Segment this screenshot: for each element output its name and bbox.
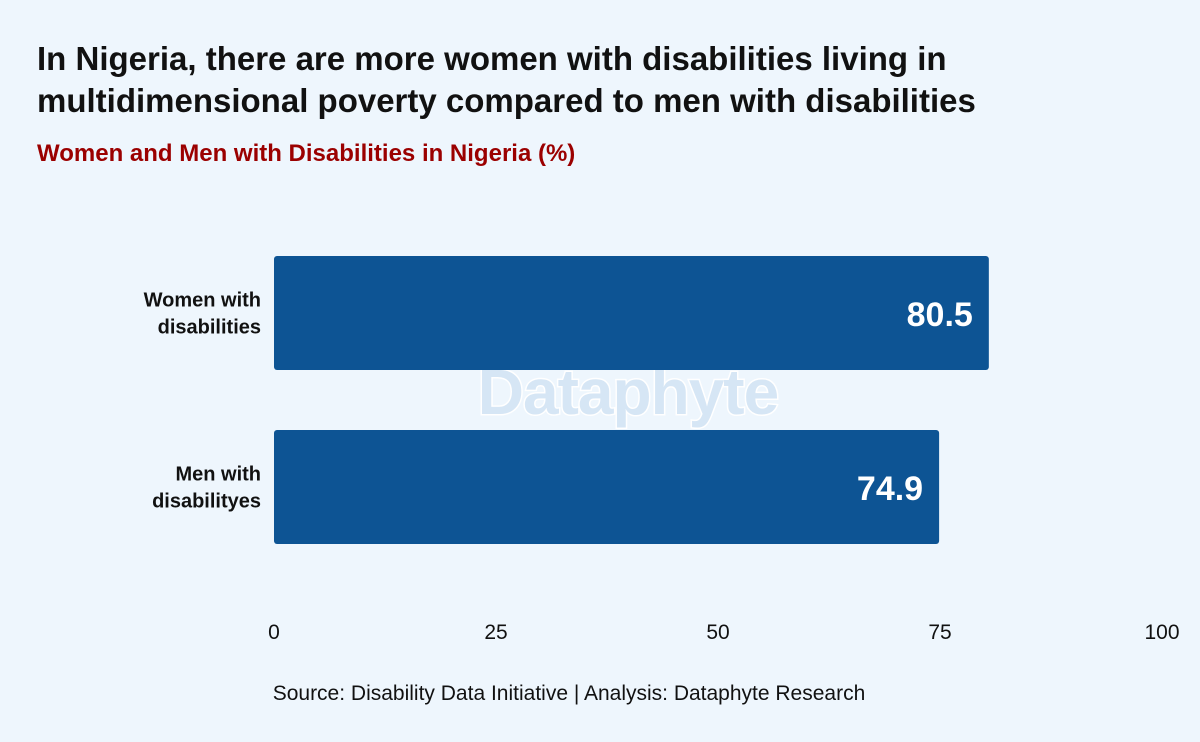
bar-value-label: 80.5 bbox=[907, 296, 973, 334]
category-label-line: Women with bbox=[144, 290, 261, 312]
x-tick-label: 50 bbox=[706, 621, 729, 644]
category-label-line: disabilities bbox=[158, 317, 261, 339]
bar bbox=[274, 256, 989, 370]
x-tick-label: 75 bbox=[928, 621, 951, 644]
chart-subtitle: Women and Men with Disabilities in Niger… bbox=[37, 140, 576, 167]
category-label-line: disabilityes bbox=[152, 491, 261, 513]
chart-title: In Nigeria, there are more women with di… bbox=[37, 38, 1167, 122]
x-tick-label: 100 bbox=[1144, 621, 1179, 644]
chart-title-line-1: In Nigeria, there are more women with di… bbox=[37, 40, 947, 77]
bars-layer: 80.5 Women with disabilities 74.9 Men with di… bbox=[144, 256, 989, 544]
category-label: Women with disabilities bbox=[144, 290, 261, 339]
category-label: Men with disabilityes bbox=[152, 464, 261, 513]
x-axis: 0 25 50 75 100 bbox=[268, 621, 1179, 644]
x-tick-label: 0 bbox=[268, 621, 280, 644]
chart-title-line-2: multidimensional poverty compared to men… bbox=[37, 82, 976, 119]
source-note: Source: Disability Data Initiative | Ana… bbox=[272, 682, 866, 705]
category-label-line: Men with bbox=[175, 464, 261, 486]
bar bbox=[274, 430, 940, 544]
x-tick-label: 25 bbox=[484, 621, 507, 644]
bar-value-label: 74.9 bbox=[857, 470, 923, 508]
